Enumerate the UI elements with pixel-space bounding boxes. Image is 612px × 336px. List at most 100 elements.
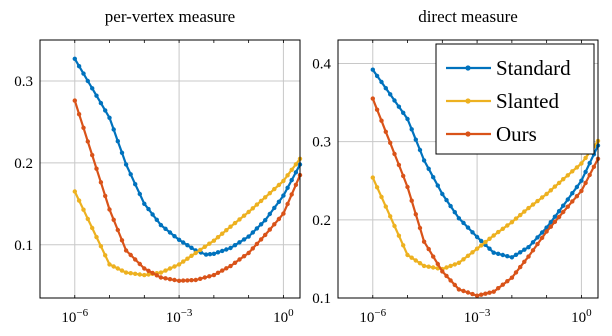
data-point-ours [487,290,492,295]
data-point-standard [535,235,540,240]
data-point-slanted [142,272,147,278]
data-point-ours [456,287,462,292]
y-tick-label: 0.1 [312,291,331,307]
data-point-standard [461,220,466,226]
data-point-ours [465,290,471,295]
data-point-slanted [388,214,393,219]
data-point-standard [388,92,393,97]
data-point-slanted [487,236,492,241]
data-point-ours [119,238,125,243]
data-point-ours [285,201,290,207]
data-point-standard [111,127,116,132]
data-point-slanted [491,233,496,238]
data-point-standard [185,243,190,248]
data-point-ours [444,273,449,279]
data-point-slanted [133,271,138,276]
data-point-standard [172,234,177,239]
data-point-standard [293,170,299,175]
data-point-ours [440,269,445,274]
data-point-ours [544,229,549,234]
data-point-slanted [285,173,290,178]
data-point-standard [526,245,531,250]
data-point-slanted [470,250,475,255]
data-point-standard [500,252,505,258]
data-point-slanted [452,262,457,267]
data-point-slanted [556,180,562,186]
data-point-standard [513,252,519,257]
data-point-slanted [254,202,260,207]
data-point-slanted [409,255,414,260]
data-point-slanted [421,263,427,269]
data-point-ours [189,278,194,283]
data-point-ours [591,164,597,169]
data-point-slanted [232,220,238,226]
data-point-standard [241,237,247,242]
data-point-ours [413,212,418,217]
data-point-slanted [500,226,505,231]
data-point-standard [146,206,151,212]
data-point-slanted [465,253,471,258]
data-point-slanted [509,220,515,225]
x-tick-label: 10−3 [166,307,193,326]
data-point-ours [401,173,406,179]
data-point-slanted [392,223,397,229]
data-point-slanted [583,155,588,161]
data-point-slanted [417,261,423,266]
data-point-ours [228,263,233,269]
chart-panel-1: per-vertex measure 10−6 10−3 100 0.1 0.2 0.3 [14,7,303,326]
data-point-standard [163,226,168,231]
data-point-slanted [85,216,91,222]
data-point-standard [81,71,86,76]
data-point-slanted [544,191,549,197]
data-point-standard [574,184,580,190]
series-line-ours [73,100,302,282]
data-point-ours [250,246,255,251]
data-point-slanted [396,233,402,238]
data-point-standard [258,222,264,227]
data-point-slanted [461,257,466,262]
data-point-slanted [267,191,272,196]
data-point-standard [426,166,431,171]
data-point-ours [263,232,268,238]
data-point-ours [76,112,82,117]
data-point-slanted [258,198,264,204]
legend-box [435,43,595,155]
data-point-ours [574,194,580,199]
data-point-standard [76,63,82,69]
data-point-standard [392,98,397,103]
data-point-ours [193,277,198,283]
data-point-slanted [496,229,501,235]
data-point-standard [552,214,558,219]
chart-title: per-vertex measure [105,7,235,26]
data-point-standard [267,211,272,217]
data-point-standard [72,56,78,61]
data-point-ours [379,118,384,123]
data-point-slanted [561,177,566,182]
data-point-standard [181,240,186,245]
data-point-ours [137,261,142,267]
data-point-ours [556,214,562,220]
data-point-ours [435,261,440,267]
y-tick-label: 0.3 [312,135,331,151]
data-point-ours [431,254,436,259]
data-point-ours [561,209,566,215]
data-point-standard [142,201,147,206]
data-point-ours [185,278,190,283]
data-point-ours [90,152,95,158]
data-point-ours [94,166,99,171]
data-point-standard [203,252,209,257]
data-point-standard [465,225,471,230]
data-point-ours [518,264,523,270]
data-point-ours [522,259,527,264]
data-point-ours [587,172,592,178]
data-point-slanted [293,162,299,167]
data-point-standard [579,178,584,183]
data-point-ours [172,277,177,283]
data-point-standard [133,182,138,187]
data-point-ours [479,292,484,297]
data-point-ours [133,257,138,262]
data-point-ours [158,275,164,280]
data-point-slanted [272,186,277,192]
y-tick-label: 0.2 [14,156,33,172]
data-point-standard [207,252,213,257]
